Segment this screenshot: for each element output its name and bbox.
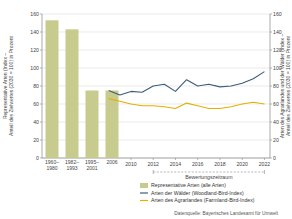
y-tick-label: 120 (30, 47, 39, 53)
legend-swatch (140, 200, 148, 201)
bar (86, 91, 99, 159)
y2-tick-label: 20 (273, 137, 279, 143)
y2-tick-label: 0 (273, 155, 276, 161)
legend-label: Arten der Wälder (Woodland-Bird-Index) (151, 190, 244, 196)
x-tick-label: 2022 (259, 161, 271, 167)
y-axis (42, 14, 43, 158)
line (109, 99, 265, 109)
x-tick-label: 2016 (192, 161, 204, 167)
x-tick (197, 158, 198, 160)
x-tick-label: 2014 (170, 161, 182, 167)
x-tick (264, 158, 265, 160)
x-tick (175, 158, 176, 160)
x-tick-label: 2010 (125, 161, 137, 167)
legend-label: Arten des Agrarlandes (Farmland-Bird-Ind… (151, 197, 255, 203)
x-tick (219, 158, 220, 160)
annotation-end (153, 170, 154, 174)
plot-area (46, 20, 265, 158)
category-label: 2006 (106, 159, 117, 165)
x-tick-label: 2020 (236, 161, 248, 167)
y-tick-label: 0 (36, 155, 39, 161)
y2-tick-label: 80 (273, 83, 279, 89)
source: Datenquelle: Bayerisches Landesamt für U… (174, 211, 278, 216)
y-tick-label: 40 (33, 119, 39, 125)
x-tick (153, 158, 154, 160)
grid-line (42, 14, 270, 15)
bar (46, 20, 59, 158)
y2-tick-label: 60 (273, 101, 279, 107)
y-tick-label: 140 (30, 29, 39, 35)
y2-axis (270, 14, 271, 158)
x-tick (130, 158, 131, 160)
y-tick-label: 80 (33, 83, 39, 89)
bar (66, 29, 79, 158)
annotation-end (264, 170, 265, 174)
y-tick-label: 20 (33, 137, 39, 143)
y-tick-label: 100 (30, 65, 39, 71)
x-tick (242, 158, 243, 160)
category-label: 1982–1993 (65, 159, 79, 171)
annotation-range (153, 172, 264, 173)
legend-label: Representative Arten (alle Arten) (151, 182, 226, 188)
x-tick-label: 2018 (214, 161, 226, 167)
y2-tick-label: 40 (273, 119, 279, 125)
y-tick-label: 60 (33, 101, 39, 107)
y-tick-label: 160 (30, 11, 39, 17)
x-tick-label: 2012 (147, 161, 159, 167)
legend-swatch (140, 183, 148, 188)
annotation: Bewertungszeitraum (185, 174, 232, 180)
legend-swatch (140, 192, 148, 193)
category-label: 1960–1980 (45, 159, 59, 171)
line (109, 72, 265, 95)
y2-tick-label: 160 (273, 11, 282, 17)
axis-title: Anteil des Zielwertes (2030 = 100) in Pr… (8, 35, 14, 136)
category-label: 1995–2001 (85, 159, 99, 171)
chart: 0204060801001201401600204060801001201401… (0, 0, 292, 219)
axis-title: Anteil des Zielwertes (2030 = 100) in Pr… (285, 35, 291, 136)
